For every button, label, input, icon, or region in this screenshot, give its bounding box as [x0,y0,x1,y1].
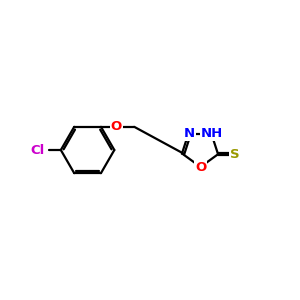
Text: O: O [195,161,206,174]
Text: N: N [184,127,195,140]
Text: NH: NH [201,127,223,140]
Text: S: S [230,148,240,161]
Text: Cl: Cl [30,143,44,157]
Text: O: O [111,120,122,133]
